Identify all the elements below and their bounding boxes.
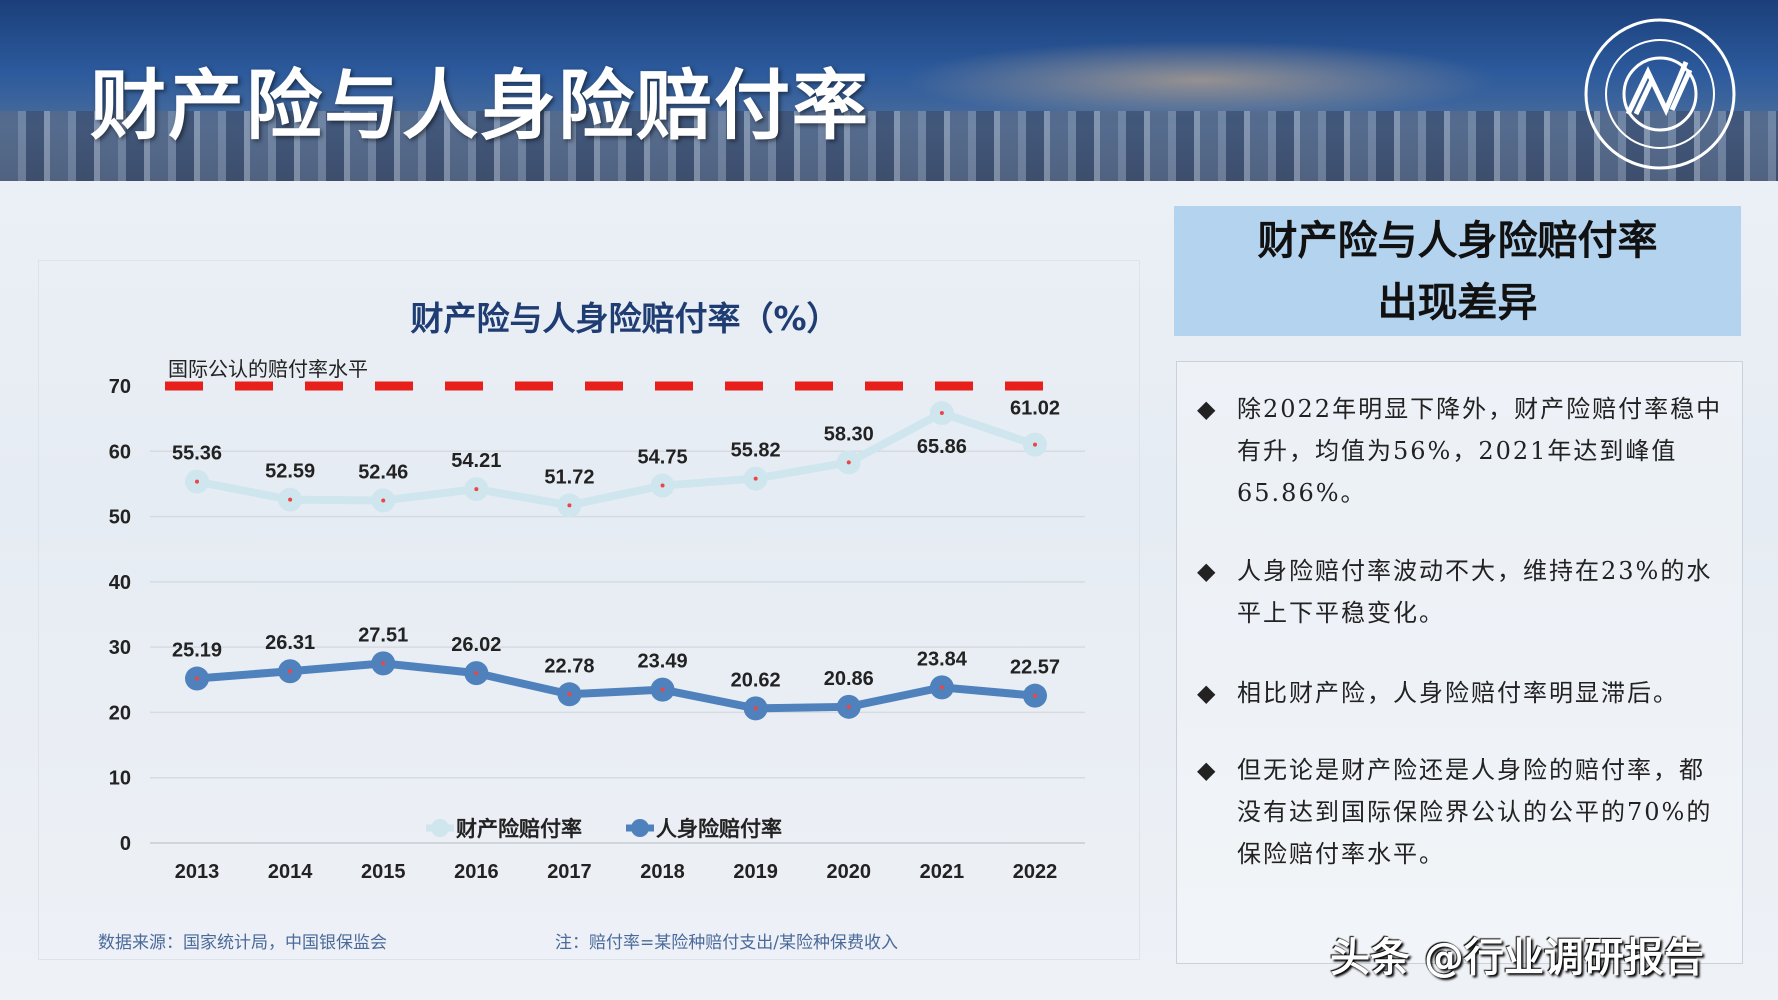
diamond-bullet-icon: ◆ [1197,395,1218,423]
data-label: 22.78 [544,655,594,677]
reference-line-label: 国际公认的赔付率水平 [168,357,368,381]
diamond-bullet-icon: ◆ [1197,679,1218,707]
x-tick-label: 2013 [175,861,220,883]
data-label: 23.49 [638,651,688,673]
watermark: 头条 @行业调研报告 [1330,935,1704,981]
x-tick-label: 2020 [827,861,872,883]
data-point-center [939,685,944,690]
x-tick-label: 2022 [1013,861,1058,883]
series-line-0 [196,408,1037,510]
data-label: 20.62 [731,669,781,691]
y-tick-label: 50 [109,507,131,529]
data-label: 20.86 [824,668,874,690]
legend-label: 财产险赔付率 [456,817,582,841]
x-tick-label: 2019 [733,861,778,883]
y-tick-label: 60 [109,441,131,463]
data-point-center [195,479,199,484]
banner-glow [900,40,1500,120]
data-label: 52.59 [265,461,315,483]
data-label: 25.19 [172,640,222,662]
diamond-bullet-icon: ◆ [1197,557,1218,585]
chart-title: 财产险与人身险赔付率（%） [410,299,840,338]
legend-label: 人身险赔付率 [656,817,782,841]
data-point-center [660,483,665,488]
data-label: 26.31 [265,632,315,654]
line-chart: 0 10 20 30 40 50 60 70 2013 2014 2015 2016 2017 2018 2… [109,357,1085,883]
data-point-center [381,498,386,503]
data-point-center [474,487,479,492]
side-heading-line2: 出现差异 [1377,280,1538,326]
y-tick-label: 40 [109,572,131,594]
y-tick-label: 20 [109,702,131,724]
x-tick-label: 2015 [361,861,406,883]
data-point-center [195,676,199,681]
data-point-center [567,503,572,508]
finding-text: 相比财产险，人身险赔付率明显滞后。 [1237,679,1679,707]
data-label: 55.82 [731,440,781,462]
finding-text: 但无论是财产险还是人身险的赔付率，都没有达到国际保险界公认的公平的70%的保险赔… [1237,756,1713,868]
data-point-center [381,661,386,666]
y-tick-label: 0 [120,833,131,855]
header-banner: 财产险与人身险赔付率 [0,0,1778,181]
data-point-center [846,704,851,709]
data-point-center [288,669,293,674]
finding-text: 除2022年明显下降外，财产险赔付率稳中有升，均值为56%，2021年达到峰值6… [1237,395,1723,507]
finding-3: ◆ 相比财产险，人身险赔付率明显滞后。 [1197,672,1727,714]
data-label: 61.02 [1010,398,1060,420]
data-point-center [288,497,293,502]
data-label: 23.84 [917,648,968,670]
y-tick-label: 70 [109,376,131,398]
data-point-center [1033,442,1037,447]
series-line-1 [196,659,1036,713]
data-label: 22.57 [1010,657,1060,679]
data-label: 52.46 [358,462,408,484]
data-label: 51.72 [544,466,594,488]
research-center-logo [1584,18,1736,170]
data-label: 55.36 [172,443,222,465]
legend-swatch-marker [631,819,649,837]
city-skyline [0,111,1778,181]
x-tick-label: 2018 [640,861,685,883]
finding-4: ◆ 但无论是财产险还是人身险的赔付率，都没有达到国际保险界公认的公平的70%的保险… [1197,749,1727,875]
y-tick-label: 30 [109,637,131,659]
x-tick-label: 2016 [454,861,499,883]
diamond-bullet-icon: ◆ [1197,756,1218,784]
legend-swatch-marker [431,819,449,837]
side-heading-line1: 财产险与人身险赔付率 [1257,218,1658,264]
data-point-center [474,671,479,676]
x-tick-label: 2014 [268,861,313,883]
page-title: 财产险与人身险赔付率 [90,61,870,150]
finding-2: ◆ 人身险赔付率波动不大，维持在23%的水平上下平稳变化。 [1197,550,1727,634]
formula-note: 注：赔付率=某险种赔付支出/某险种保费收入 [555,933,898,953]
data-label: 58.30 [824,423,874,445]
data-source-note: 数据来源：国家统计局，中国银保监会 [98,933,387,953]
finding-text: 人身险赔付率波动不大，维持在23%的水平上下平稳变化。 [1237,557,1713,627]
data-point-center [660,687,665,692]
data-point-center [1033,693,1037,698]
data-point-center [939,411,944,416]
data-label: 54.75 [638,447,688,469]
data-label: 27.51 [358,624,408,646]
chart-frame [38,260,1140,960]
data-point-center [846,460,851,465]
data-point-center [753,706,758,711]
data-label: 54.21 [451,450,501,472]
x-tick-label: 2017 [547,861,592,883]
findings-box: ◆ 除2022年明显下降外，财产险赔付率稳中有升，均值为56%，2021年达到峰值… [1176,361,1743,964]
y-tick-label: 10 [109,768,131,790]
x-tick-label: 2021 [920,861,965,883]
data-label: 65.86 [917,436,967,458]
data-point-center [567,692,572,697]
data-label: 26.02 [451,634,501,656]
side-heading: 财产险与人身险赔付率 出现差异 [1174,206,1741,336]
data-point-center [753,476,758,481]
finding-1: ◆ 除2022年明显下降外，财产险赔付率稳中有升，均值为56%，2021年达到峰值… [1197,388,1727,514]
